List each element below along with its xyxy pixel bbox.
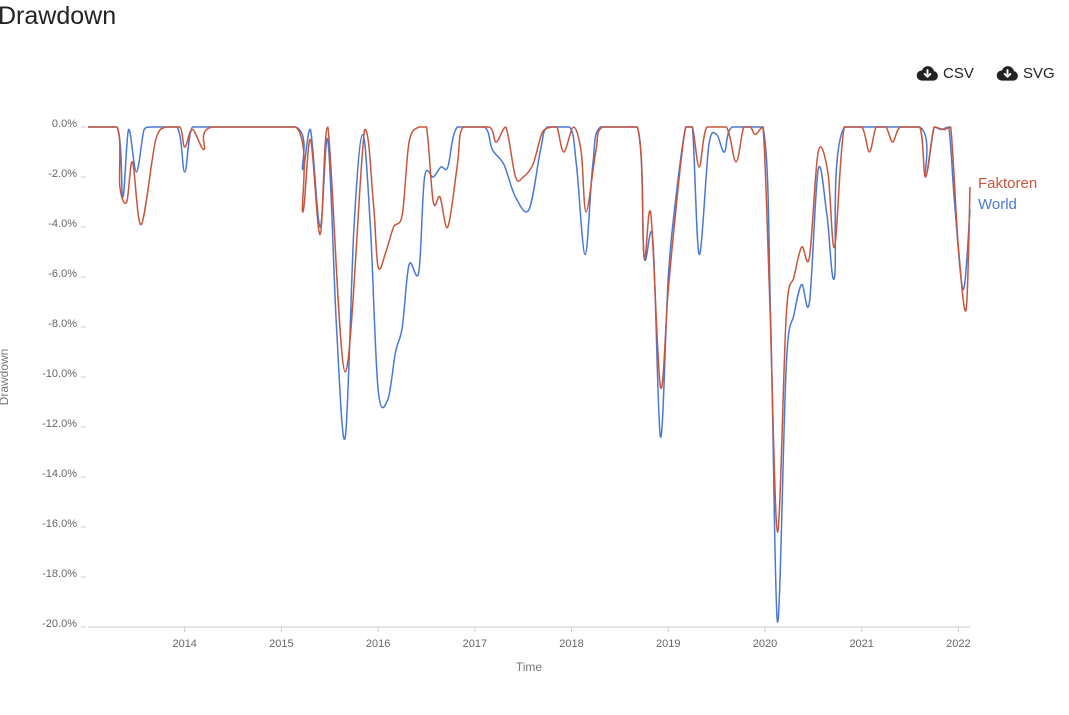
x-tick-label: 2017 xyxy=(463,638,487,650)
download-svg-button[interactable]: SVG xyxy=(996,64,1055,82)
y-tick-label: 0.0% xyxy=(52,118,77,130)
y-tick-label: -6.0% xyxy=(48,268,77,280)
x-tick-label: 2014 xyxy=(172,638,196,650)
x-tick-label: 2022 xyxy=(946,638,970,650)
y-tick-label: -10.0% xyxy=(42,368,77,380)
y-tick-label: -18.0% xyxy=(42,568,77,580)
y-tick-label: -20.0% xyxy=(42,618,77,630)
x-tick-label: 2019 xyxy=(656,638,680,650)
y-tick-label: -16.0% xyxy=(42,518,77,530)
y-tick-label: -8.0% xyxy=(48,318,77,330)
x-tick-label: 2018 xyxy=(559,638,583,650)
series-line-faktoren xyxy=(88,126,971,533)
y-tick-label: -14.0% xyxy=(42,468,77,480)
chart-title: Drawdown xyxy=(0,2,117,30)
x-tick-label: 2015 xyxy=(269,638,293,650)
y-tick-label: -2.0% xyxy=(48,168,77,180)
series-line-world xyxy=(88,126,971,623)
cloud-download-icon xyxy=(996,66,1018,81)
x-axis: 2014 2015 2016 2017 2018 2019 2020 2021 2022 xyxy=(88,626,971,650)
x-tick-label: 2021 xyxy=(849,638,873,650)
y-tick-label: -12.0% xyxy=(42,418,77,430)
legend: Faktoren World xyxy=(978,175,1037,213)
x-axis-label: Time xyxy=(516,660,543,674)
download-svg-label: SVG xyxy=(1023,64,1055,82)
x-tick-label: 2016 xyxy=(366,638,390,650)
legend-label-world: World xyxy=(978,196,1017,213)
y-axis-label: Drawdown xyxy=(0,349,11,406)
download-csv-label: CSV xyxy=(943,64,974,82)
legend-label-faktoren: Faktoren xyxy=(978,175,1037,192)
download-csv-button[interactable]: CSV xyxy=(916,64,974,82)
y-axis: 0.0% -2.0% -4.0% -6.0% -8.0% -10.0% -12.0% -14.… xyxy=(42,118,86,630)
x-tick-label: 2020 xyxy=(753,638,777,650)
series-layer xyxy=(88,126,971,623)
cloud-download-icon xyxy=(916,66,938,81)
y-tick-label: -4.0% xyxy=(48,218,77,230)
